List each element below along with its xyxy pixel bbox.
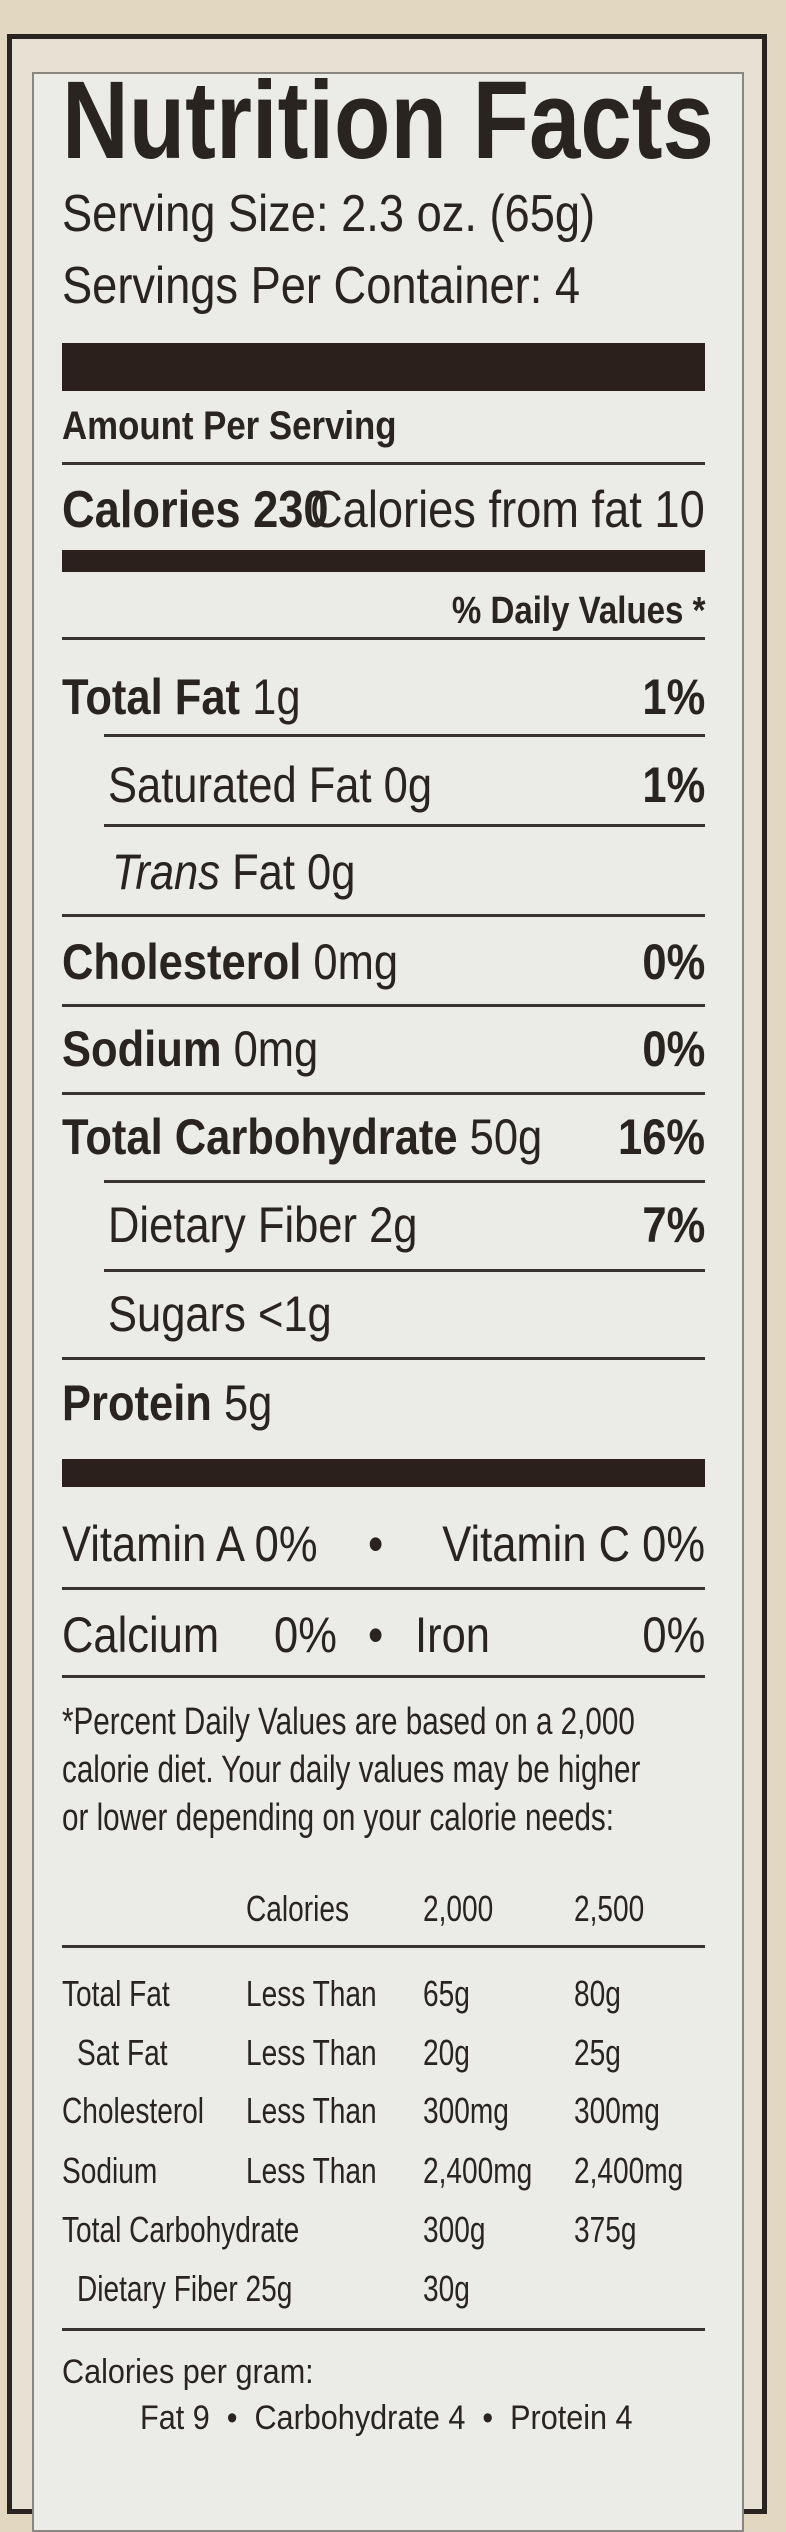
table-cell: 65g (423, 1973, 470, 2014)
nutrient-total-fat: Total Fat 1g (62, 669, 301, 725)
nutrient-sodium: Sodium 0mg (62, 1021, 319, 1077)
vitamin-c: Vitamin C 0% (442, 1516, 705, 1572)
table-cell: Less Than (246, 2150, 377, 2191)
dv-saturated-fat: 1% (642, 757, 705, 813)
thick-divider (62, 343, 705, 391)
divider (62, 1357, 705, 1360)
bullet-separator: • (368, 1607, 384, 1663)
divider (62, 1092, 705, 1095)
vitamin-a: Vitamin A 0% (62, 1516, 318, 1572)
table-cell: 30g (423, 2268, 470, 2309)
dv-dietary-fiber: 7% (642, 1197, 705, 1253)
table-cell: Dietary Fiber 25g (77, 2268, 293, 2309)
calcium-label: Calcium (62, 1607, 220, 1663)
footnote-line: *Percent Daily Values are based on a 2,0… (62, 1701, 635, 1743)
divider (62, 1004, 705, 1007)
divider (62, 2328, 705, 2331)
servings-per-container: Servings Per Container: 4 (62, 257, 581, 315)
divider (104, 1180, 705, 1183)
table-cell: 300mg (574, 2090, 660, 2131)
amount-per-serving: Amount Per Serving (62, 404, 397, 448)
table-cell: 2,400mg (574, 2150, 684, 2191)
divider (62, 1675, 705, 1678)
calories-label: Calories (62, 481, 241, 539)
nutrient-saturated-fat: Saturated Fat 0g (108, 757, 433, 813)
calories-value: 230 (253, 481, 329, 539)
nutrient-sugars: Sugars <1g (108, 1286, 332, 1342)
footnote-line: calorie diet. Your daily values may be h… (62, 1749, 641, 1791)
divider (62, 1587, 705, 1590)
table-cell: 80g (574, 1973, 621, 2014)
table-cell: 300g (423, 2209, 486, 2250)
divider (62, 1945, 705, 1948)
footnote-line: or lower depending on your calorie needs… (62, 1797, 614, 1839)
table-cell: Cholesterol (62, 2090, 205, 2131)
table-cell: 300mg (423, 2090, 509, 2131)
serving-size: Serving Size: 2.3 oz. (65g) (62, 185, 596, 243)
table-cell: 375g (574, 2209, 637, 2250)
label-panel (32, 72, 744, 2532)
table-cell: Less Than (246, 1973, 377, 2014)
dv-cholesterol: 0% (642, 934, 705, 990)
calories-from-fat: Calories from fat 10 (310, 481, 705, 539)
divider (104, 734, 705, 737)
table-cell: 20g (423, 2032, 470, 2073)
divider (62, 462, 705, 465)
dv-total-fat: 1% (642, 669, 705, 725)
table-cell: 2,400mg (423, 2150, 533, 2191)
dv-sodium: 0% (642, 1021, 705, 1077)
nutrient-dietary-fiber: Dietary Fiber 2g (108, 1197, 418, 1253)
table-header-calories: Calories (246, 1888, 349, 1929)
divider (104, 1269, 705, 1272)
label-title: Nutrition Facts (62, 59, 714, 182)
divider (104, 824, 705, 827)
calcium-value: 0% (274, 1607, 337, 1663)
daily-values-header: % Daily Values * (451, 590, 705, 632)
table-header-2000: 2,000 (423, 1888, 494, 1929)
table-header-2500: 2,500 (574, 1888, 645, 1929)
table-cell: Sat Fat (77, 2032, 168, 2073)
bullet-separator: • (368, 1516, 384, 1572)
dv-total-carbohydrate: 16% (617, 1109, 705, 1165)
nutrient-protein: Protein 5g (62, 1375, 273, 1431)
medium-divider (62, 550, 705, 572)
table-cell: Total Carbohydrate (62, 2209, 300, 2250)
thick-divider (62, 1459, 705, 1487)
table-cell: Less Than (246, 2090, 377, 2131)
divider (62, 637, 705, 640)
nutrient-total-carbohydrate: Total Carbohydrate 50g (62, 1109, 543, 1165)
iron-value: 0% (642, 1607, 705, 1663)
calories-row: Calories 230 (62, 484, 329, 536)
table-cell: Sodium (62, 2150, 158, 2191)
nutrient-cholesterol: Cholesterol 0mg (62, 934, 399, 990)
nutrient-trans-fat: Trans Fat 0g (112, 844, 356, 900)
calories-per-gram-label: Calories per gram: (62, 2353, 314, 2391)
divider (62, 914, 705, 917)
table-cell: 25g (574, 2032, 621, 2073)
iron-label: Iron (415, 1607, 490, 1663)
calories-per-gram-values: Fat 9 • Carbohydrate 4 • Protein 4 (140, 2399, 633, 2437)
table-cell: Less Than (246, 2032, 377, 2073)
table-cell: Total Fat (62, 1973, 170, 2014)
